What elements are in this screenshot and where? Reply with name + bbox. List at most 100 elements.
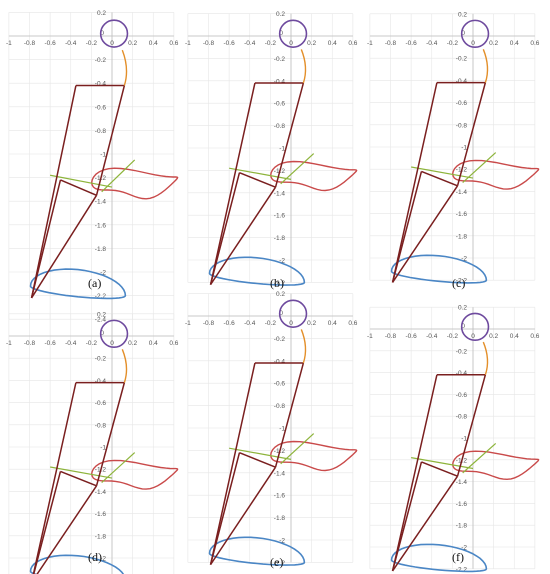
body-segment (32, 471, 62, 574)
x-tick-label: -0.2 (265, 40, 277, 47)
y-tick-label: -1 (100, 152, 106, 159)
y-tick-label: -1.8 (95, 246, 107, 253)
y-tick-label: 0.2 (97, 10, 106, 17)
neck-segment (300, 49, 307, 84)
x-tick-label: 0.4 (328, 40, 337, 47)
y-tick-label: -0.2 (456, 348, 468, 355)
hand-trajectory (269, 160, 358, 192)
x-tick-label: 0.6 (348, 40, 357, 47)
y-tick-label: -0.2 (95, 57, 107, 64)
x-tick-label: 0.6 (169, 340, 178, 347)
upper-arm-segment (229, 167, 292, 180)
foot-trajectory (29, 554, 125, 574)
x-tick-label: -1 (367, 40, 373, 47)
x-tick-label: -0.8 (203, 40, 215, 47)
upper-arm-segment (50, 174, 113, 188)
x-tick-label: 0 (110, 40, 114, 47)
foot-trajectory (390, 254, 488, 284)
y-tick-label: -1 (279, 146, 285, 153)
panel-label: (a) (88, 276, 101, 290)
x-tick-label: 0.2 (489, 333, 498, 340)
y-tick-label: -0.8 (95, 128, 107, 135)
x-tick-label: -0.8 (385, 333, 397, 340)
y-tick-label: -0.6 (274, 101, 286, 108)
y-tick-label: -2 (279, 538, 285, 545)
y-tick-label: -2.2 (456, 566, 468, 573)
y-tick-label: -0.6 (274, 381, 286, 388)
y-tick-label: 0.2 (458, 11, 467, 18)
body-segment (239, 451, 276, 468)
y-tick-label: -1.6 (95, 222, 107, 229)
y-tick-label: -0.2 (274, 56, 286, 63)
x-tick-label: 0.2 (128, 340, 137, 347)
body-segment (391, 475, 459, 572)
head-circle (278, 299, 308, 328)
panel-d: -1 -0.8 -0.6 -0.4 -0.2 0 0.2 0.4 0.60.20-0.2-0.4… (6, 311, 179, 574)
head-circle (99, 19, 129, 48)
y-tick-label: -1.8 (274, 235, 286, 242)
y-tick-label: -0.4 (95, 81, 107, 88)
body-segment (391, 374, 438, 572)
hand-trajectory (90, 459, 179, 490)
y-tick-label: -2.2 (95, 293, 107, 300)
y-tick-label: -2 (100, 556, 106, 563)
x-tick-label: 0.2 (307, 40, 316, 47)
forearm-segment (462, 152, 497, 183)
y-tick-label: -2.2 (274, 560, 286, 567)
y-tick-label: -1.6 (95, 511, 107, 518)
x-tick-label: 0.6 (530, 333, 539, 340)
body-segment (209, 82, 256, 285)
y-tick-label: -1.8 (274, 515, 286, 522)
y-tick-label: -2 (461, 545, 467, 552)
body-segment (36, 485, 98, 574)
panel-f: -1 -0.8 -0.6 -0.4 -0.2 0 0.2 0.4 0.60.20-0.2-0.4… (367, 305, 540, 574)
y-tick-label: -1.4 (274, 190, 286, 197)
y-tick-label: -0.8 (95, 422, 107, 429)
y-tick-label: 0 (100, 30, 104, 37)
y-tick-label: -2.2 (274, 280, 286, 287)
y-tick-label: -2 (100, 270, 106, 277)
panel-label: (b) (270, 276, 284, 290)
panel-label: (f) (452, 550, 464, 564)
y-tick-label: -0.2 (274, 336, 286, 343)
x-tick-label: 0.2 (128, 40, 137, 47)
body-segment (391, 185, 459, 283)
x-tick-label: 0.2 (307, 320, 316, 327)
head-circle (460, 312, 490, 342)
y-tick-label: -2.2 (456, 278, 468, 285)
y-tick-label: 0 (461, 30, 465, 37)
body-segment (456, 374, 487, 477)
x-tick-label: -0.2 (86, 340, 98, 347)
y-tick-label: -0.8 (274, 403, 286, 410)
x-tick-label: 0 (110, 340, 114, 347)
x-tick-label: -0.2 (447, 333, 459, 340)
body-segment (30, 179, 62, 299)
y-tick-label: -0.8 (456, 122, 468, 129)
y-tick-label: -0.4 (456, 370, 468, 377)
body-segment (209, 186, 277, 286)
x-tick-label: -1 (185, 320, 191, 327)
x-tick-label: -0.6 (406, 333, 418, 340)
body-segment (30, 194, 98, 299)
body-segment (209, 172, 241, 285)
x-tick-label: 0 (471, 333, 475, 340)
hand-trajectory (90, 167, 179, 200)
x-tick-label: 0.2 (489, 40, 498, 47)
y-tick-label: -1 (461, 145, 467, 152)
foot-trajectory (390, 543, 488, 573)
y-tick-label: -1.4 (456, 189, 468, 196)
y-tick-label: 0.2 (276, 291, 285, 298)
panel-label: (d) (88, 550, 102, 564)
forearm-segment (462, 443, 497, 474)
y-tick-label: -1.4 (274, 470, 286, 477)
x-tick-label: -0.6 (406, 40, 418, 47)
y-tick-label: -1 (100, 445, 106, 452)
x-tick-label: -0.8 (385, 40, 397, 47)
y-tick-label: -1 (461, 436, 467, 443)
neck-segment (482, 49, 489, 83)
y-tick-label: -0.2 (95, 356, 107, 363)
neck-segment (482, 341, 489, 376)
y-tick-label: -0.6 (95, 400, 107, 407)
upper-arm-segment (50, 466, 113, 479)
x-tick-label: 0.6 (530, 40, 539, 47)
